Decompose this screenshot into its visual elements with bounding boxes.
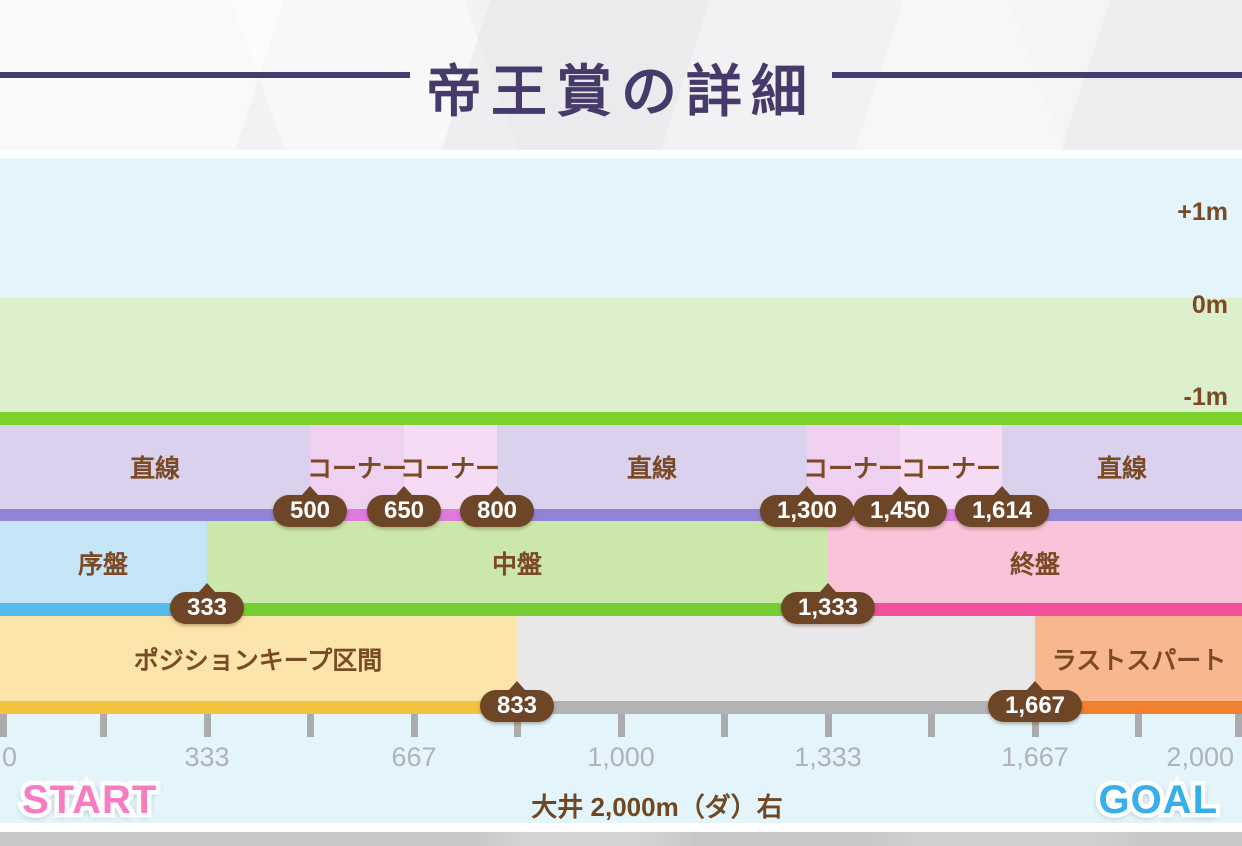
- axis-label-667: 667: [391, 742, 437, 772]
- final-strip: [828, 603, 1242, 616]
- opening-strip: [0, 603, 207, 616]
- distance-marker-800: 800: [459, 495, 535, 527]
- distance-marker-1614: 1,614: [954, 495, 1050, 527]
- distance-marker-value: 1,300: [776, 497, 838, 524]
- distance-marker-1333: 1,333: [780, 592, 876, 624]
- segment-label-middle: 中盤: [491, 551, 543, 579]
- distance-marker-1300: 1,300: [759, 495, 855, 527]
- distance-marker-value: 333: [186, 594, 228, 621]
- title-rule-right: [832, 72, 1242, 78]
- elevation-ground-area: [0, 298, 1242, 412]
- axis-tick: [928, 714, 935, 737]
- axis-tick: [825, 714, 832, 737]
- axis-tick: [721, 714, 728, 737]
- elevation-label-plus1m: +1m: [1177, 198, 1228, 226]
- distance-marker-500: 500: [272, 495, 348, 527]
- axis-tick: [618, 714, 625, 737]
- course-shape-row: [0, 425, 1242, 509]
- distance-marker-value: 1,450: [869, 497, 931, 524]
- position-keep-strip: [0, 701, 517, 714]
- axis-label-2000: 2,000: [1166, 742, 1234, 772]
- segment-label-straight-3: 直線: [1096, 455, 1148, 483]
- axis-tick: [307, 714, 314, 737]
- segment-position-keep: [0, 616, 517, 701]
- axis-tick: [514, 714, 521, 737]
- segment-label-corner-4: コーナー: [900, 455, 1002, 483]
- elevation-label-minus1m: -1m: [1183, 383, 1228, 411]
- start-label: START: [22, 778, 158, 823]
- segment-label-final: 終盤: [1009, 551, 1061, 579]
- segment-label-corner-2: コーナー: [399, 455, 501, 483]
- axis-label-1333: 1,333: [794, 742, 862, 772]
- distance-marker-value: 1,614: [971, 497, 1033, 524]
- segment-final: [828, 521, 1242, 603]
- segment-middle: [207, 521, 828, 603]
- distance-marker-value: 650: [383, 497, 425, 524]
- course-info: 大井 2,000m（ダ）右: [531, 792, 783, 822]
- distance-marker-value: 1,333: [797, 594, 859, 621]
- axis-label-1667: 1,667: [1001, 742, 1069, 772]
- distance-marker-1667: 1,667: [987, 690, 1083, 722]
- segment-opening: [0, 521, 207, 603]
- distance-marker-1450: 1,450: [852, 495, 948, 527]
- elevation-profile-line: [0, 412, 1242, 425]
- segment-label-straight-1: 直線: [129, 455, 181, 483]
- header: 帝王賞の詳細: [0, 0, 1242, 150]
- distance-marker-650: 650: [366, 495, 442, 527]
- axis-label-333: 333: [184, 742, 230, 772]
- axis-tick: [1135, 714, 1142, 737]
- axis-tick: [0, 714, 7, 737]
- goal-label: GOAL: [1098, 778, 1218, 823]
- axis-tick: [1235, 714, 1242, 737]
- neutral-strip: [517, 701, 1035, 714]
- segment-label-corner-1: コーナー: [306, 455, 408, 483]
- axis-tick: [1032, 714, 1039, 737]
- middle-strip: [207, 603, 828, 616]
- distance-marker-833: 833: [479, 690, 555, 722]
- elevation-label-0m: 0m: [1191, 291, 1228, 319]
- segment-label-last-spurt: ラストスパート: [1051, 647, 1227, 675]
- page-title: 帝王賞の詳細: [426, 60, 816, 123]
- course-shape-row-strip: [0, 509, 1242, 521]
- axis-tick: [204, 714, 211, 737]
- title-rule-left: [0, 72, 410, 78]
- axis-label-0: 0: [2, 742, 18, 772]
- segment-label-corner-3: コーナー: [802, 455, 904, 483]
- segment-label-opening: 序盤: [77, 551, 129, 579]
- axis-label-1000: 1,000: [587, 742, 655, 772]
- bottom-bar: [0, 832, 1242, 846]
- distance-marker-value: 1,667: [1004, 692, 1066, 719]
- last-spurt-strip: [1035, 701, 1242, 714]
- axis-tick: [411, 714, 418, 737]
- segment-label-position-keep: ポジションキープ区間: [133, 647, 383, 675]
- distance-marker-value: 800: [476, 497, 518, 524]
- segment-label-straight-2: 直線: [626, 455, 678, 483]
- distance-marker-value: 500: [289, 497, 331, 524]
- axis-tick: [100, 714, 107, 737]
- segment-neutral: [517, 616, 1035, 701]
- distance-marker-value: 833: [496, 692, 538, 719]
- segment-last-spurt: [1035, 616, 1242, 701]
- distance-marker-333: 333: [169, 592, 245, 624]
